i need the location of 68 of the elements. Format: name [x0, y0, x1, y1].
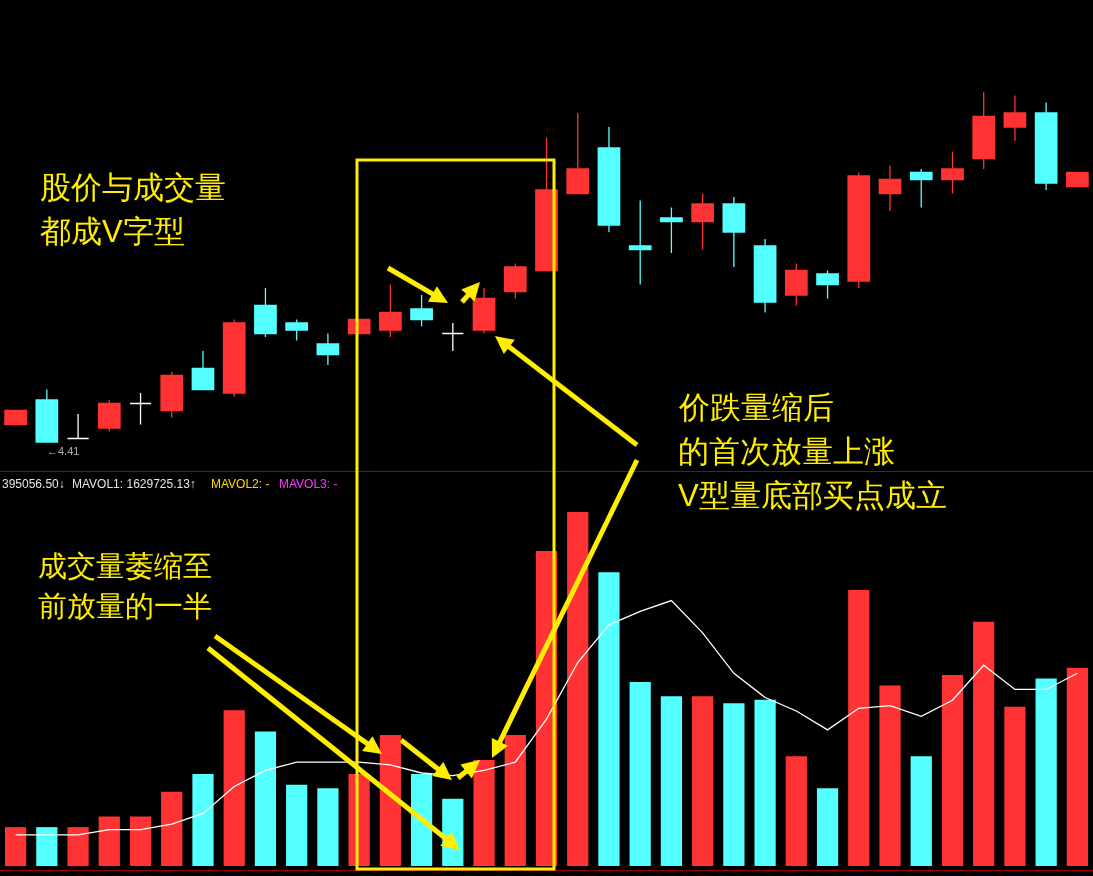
bar	[848, 589, 870, 867]
bar	[192, 774, 214, 867]
candlestick	[784, 262, 808, 307]
candlestick	[441, 322, 465, 352]
bar	[910, 756, 932, 867]
bar	[98, 816, 120, 867]
bar	[504, 735, 526, 867]
bar	[36, 827, 58, 867]
bar	[598, 572, 620, 867]
candlestick	[722, 196, 746, 268]
bar	[973, 621, 995, 867]
candlestick	[660, 206, 683, 254]
bar	[161, 791, 183, 867]
bar	[816, 788, 839, 867]
text: ←4.41	[47, 445, 80, 457]
annotation: 成交量萎缩至	[38, 550, 212, 582]
bar	[941, 674, 964, 867]
bar	[879, 685, 901, 867]
candlestick	[628, 199, 652, 286]
candlestick	[254, 287, 277, 338]
bar	[754, 699, 776, 867]
candlestick	[129, 392, 152, 426]
bar	[1004, 706, 1026, 867]
candlestick	[285, 318, 309, 342]
candlestick	[941, 150, 964, 195]
candlestick	[972, 91, 996, 170]
candlestick	[816, 269, 839, 300]
candlestick	[222, 318, 246, 398]
text: MAVOL1: 1629725.13↑	[72, 477, 196, 491]
annotation: V型量底部买点成立	[678, 478, 947, 513]
candlestick	[35, 388, 59, 443]
annotation: 股价与成交量	[40, 170, 226, 205]
candlestick	[97, 399, 121, 433]
bar	[1035, 678, 1057, 867]
candlestick	[410, 294, 433, 328]
candlestick	[66, 413, 90, 440]
candlestick	[909, 168, 933, 209]
bar	[692, 696, 714, 867]
bar	[254, 731, 277, 867]
candlestick	[847, 171, 871, 289]
bar	[473, 759, 495, 867]
bar	[723, 703, 745, 867]
candlestick	[1034, 101, 1058, 191]
candlestick	[566, 112, 590, 195]
bar	[129, 816, 152, 867]
bar	[317, 788, 339, 867]
text: 395056.50↓	[2, 477, 65, 491]
bar	[785, 756, 807, 867]
bar	[379, 735, 401, 867]
bar	[67, 827, 89, 867]
annotation: 前放量的一半	[38, 590, 212, 622]
bar	[286, 784, 308, 867]
text: MAVOL3: -	[279, 477, 338, 491]
bar	[629, 681, 651, 867]
bar	[567, 512, 589, 867]
bar	[660, 696, 683, 867]
annotation: 的首次放量上涨	[678, 434, 895, 469]
annotation: 价跌量缩后	[678, 390, 834, 425]
bar	[1066, 667, 1088, 867]
bar	[223, 710, 245, 867]
bar	[5, 827, 27, 867]
candlestick	[160, 371, 184, 419]
text: MAVOL2: -	[211, 477, 270, 491]
annotation: 都成V字型	[40, 214, 185, 249]
candlestick	[503, 262, 527, 300]
candlestick	[378, 283, 402, 338]
candlestick	[691, 192, 715, 251]
candlestick	[1003, 94, 1027, 142]
